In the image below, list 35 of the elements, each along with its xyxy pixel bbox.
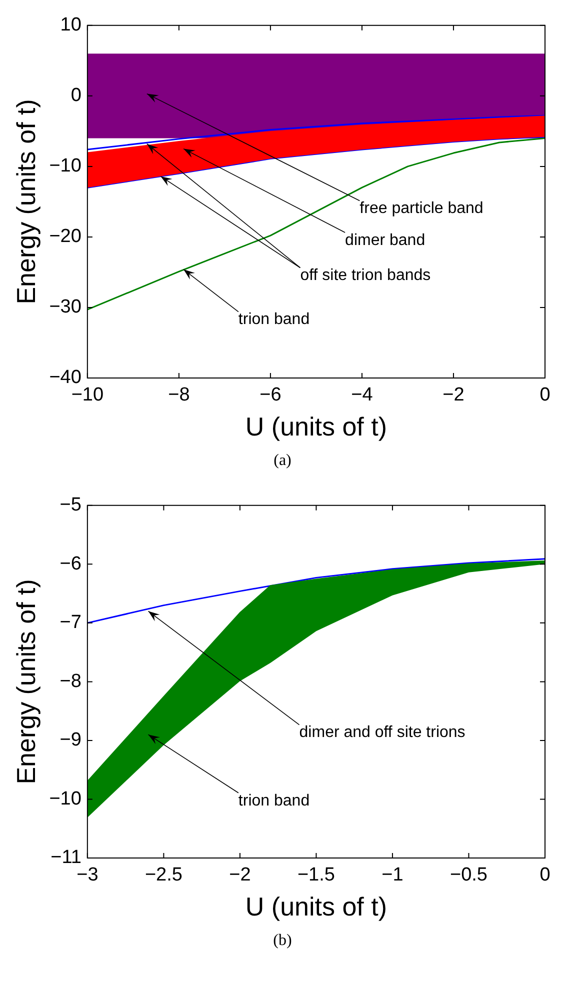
x-tick-label: −4 <box>351 384 374 406</box>
x-tick-label: −0.5 <box>450 864 488 886</box>
x-tick-label: −2 <box>442 384 464 406</box>
y-tick-label: −6 <box>60 553 82 574</box>
y-tick-label: −8 <box>60 670 82 692</box>
x-tick-label: −6 <box>260 384 282 406</box>
y-tick-label: 10 <box>60 14 82 36</box>
x-tick-label: −1 <box>382 864 404 886</box>
x-tick-label: −8 <box>168 384 190 406</box>
annotation: dimer band <box>345 232 426 249</box>
y-axis-title: Energy (units of t) <box>10 579 41 784</box>
x-tick-label: −2.5 <box>144 864 182 886</box>
y-tick-label: −7 <box>60 612 82 634</box>
annotation: dimer and off site trions <box>299 724 466 742</box>
y-axis-title: Energy (units of t) <box>10 99 41 304</box>
annotation: trion band <box>238 311 310 328</box>
y-tick-label: −40 <box>49 367 82 388</box>
x-tick-label: 0 <box>540 384 550 406</box>
y-tick-label: −20 <box>49 226 82 248</box>
y-tick-label: −9 <box>60 730 82 751</box>
annotation: off site trion bands <box>300 267 431 284</box>
x-tick-label: −2 <box>229 864 251 886</box>
x-axis-title: U (units of t) <box>245 412 388 442</box>
y-tick-label: −10 <box>49 788 82 810</box>
y-tick-label: −30 <box>49 296 82 318</box>
x-tick-label: −1.5 <box>297 864 335 886</box>
text: (b) <box>272 932 293 950</box>
y-tick-label: 0 <box>70 85 82 106</box>
annotation: trion band <box>238 792 310 810</box>
y-tick-label: −5 <box>60 494 82 516</box>
y-tick-label: −10 <box>49 156 82 177</box>
x-axis-title: U (units of t) <box>245 892 388 922</box>
annotation: free particle band <box>360 200 484 218</box>
text: (a) <box>272 452 292 470</box>
x-tick-label: 0 <box>540 864 550 886</box>
